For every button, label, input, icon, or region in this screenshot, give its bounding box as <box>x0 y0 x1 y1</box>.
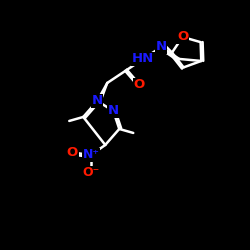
Text: N⁺: N⁺ <box>83 148 100 162</box>
Text: O: O <box>177 30 188 44</box>
Text: O: O <box>134 78 145 92</box>
Text: HN: HN <box>132 52 154 66</box>
Text: N: N <box>108 104 119 118</box>
Text: O⁻: O⁻ <box>83 166 100 179</box>
Text: N: N <box>156 40 167 54</box>
Text: O: O <box>67 146 78 160</box>
Text: N: N <box>92 94 103 108</box>
